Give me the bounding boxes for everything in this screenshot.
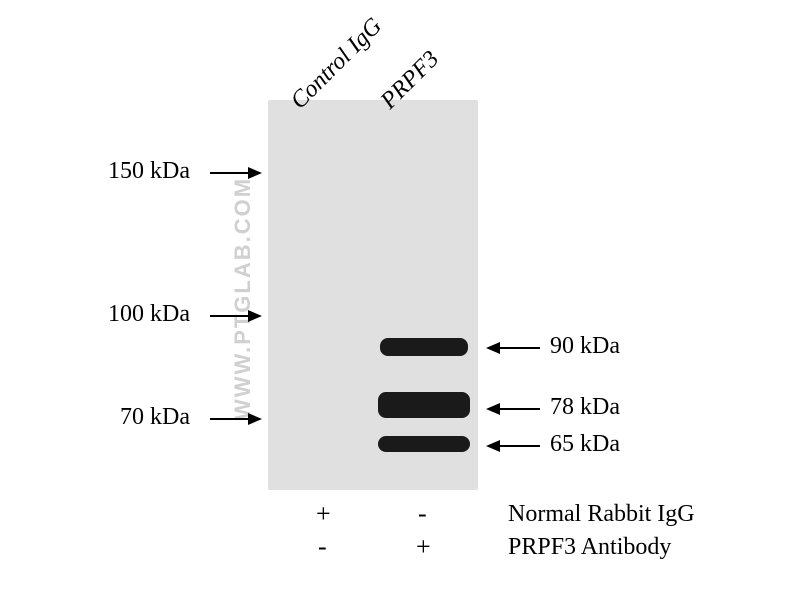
arrow-left-icon bbox=[486, 342, 500, 354]
blot-membrane bbox=[268, 100, 478, 490]
band-size-label: 90 kDa bbox=[550, 333, 620, 360]
condition-symbol: + bbox=[416, 532, 431, 562]
blot-band bbox=[378, 436, 470, 452]
arrow-shaft bbox=[210, 315, 248, 317]
condition-symbol: + bbox=[316, 499, 331, 529]
condition-label: Normal Rabbit IgG bbox=[508, 501, 695, 528]
arrow-shaft bbox=[500, 408, 540, 410]
arrow-shaft bbox=[500, 445, 540, 447]
condition-symbol: - bbox=[418, 499, 427, 529]
arrow-shaft bbox=[500, 347, 540, 349]
band-size-label: 78 kDa bbox=[550, 394, 620, 421]
arrow-shaft bbox=[210, 418, 248, 420]
arrow-left-icon bbox=[486, 440, 500, 452]
arrow-left-icon bbox=[486, 403, 500, 415]
condition-symbol: - bbox=[318, 532, 327, 562]
arrow-shaft bbox=[210, 172, 248, 174]
mw-marker-label: 100 kDa bbox=[108, 301, 190, 328]
figure-canvas: WWW.PTGLAB.COM Control IgGPRPF3 150 kDa1… bbox=[0, 0, 800, 600]
arrow-right-icon bbox=[248, 167, 262, 179]
blot-band bbox=[378, 392, 470, 418]
band-size-label: 65 kDa bbox=[550, 431, 620, 458]
arrow-right-icon bbox=[248, 310, 262, 322]
mw-marker-label: 70 kDa bbox=[120, 404, 190, 431]
condition-label: PRPF3 Antibody bbox=[508, 534, 671, 561]
watermark: WWW.PTGLAB.COM bbox=[230, 177, 256, 420]
mw-marker-label: 150 kDa bbox=[108, 158, 190, 185]
blot-band bbox=[380, 338, 468, 356]
arrow-right-icon bbox=[248, 413, 262, 425]
